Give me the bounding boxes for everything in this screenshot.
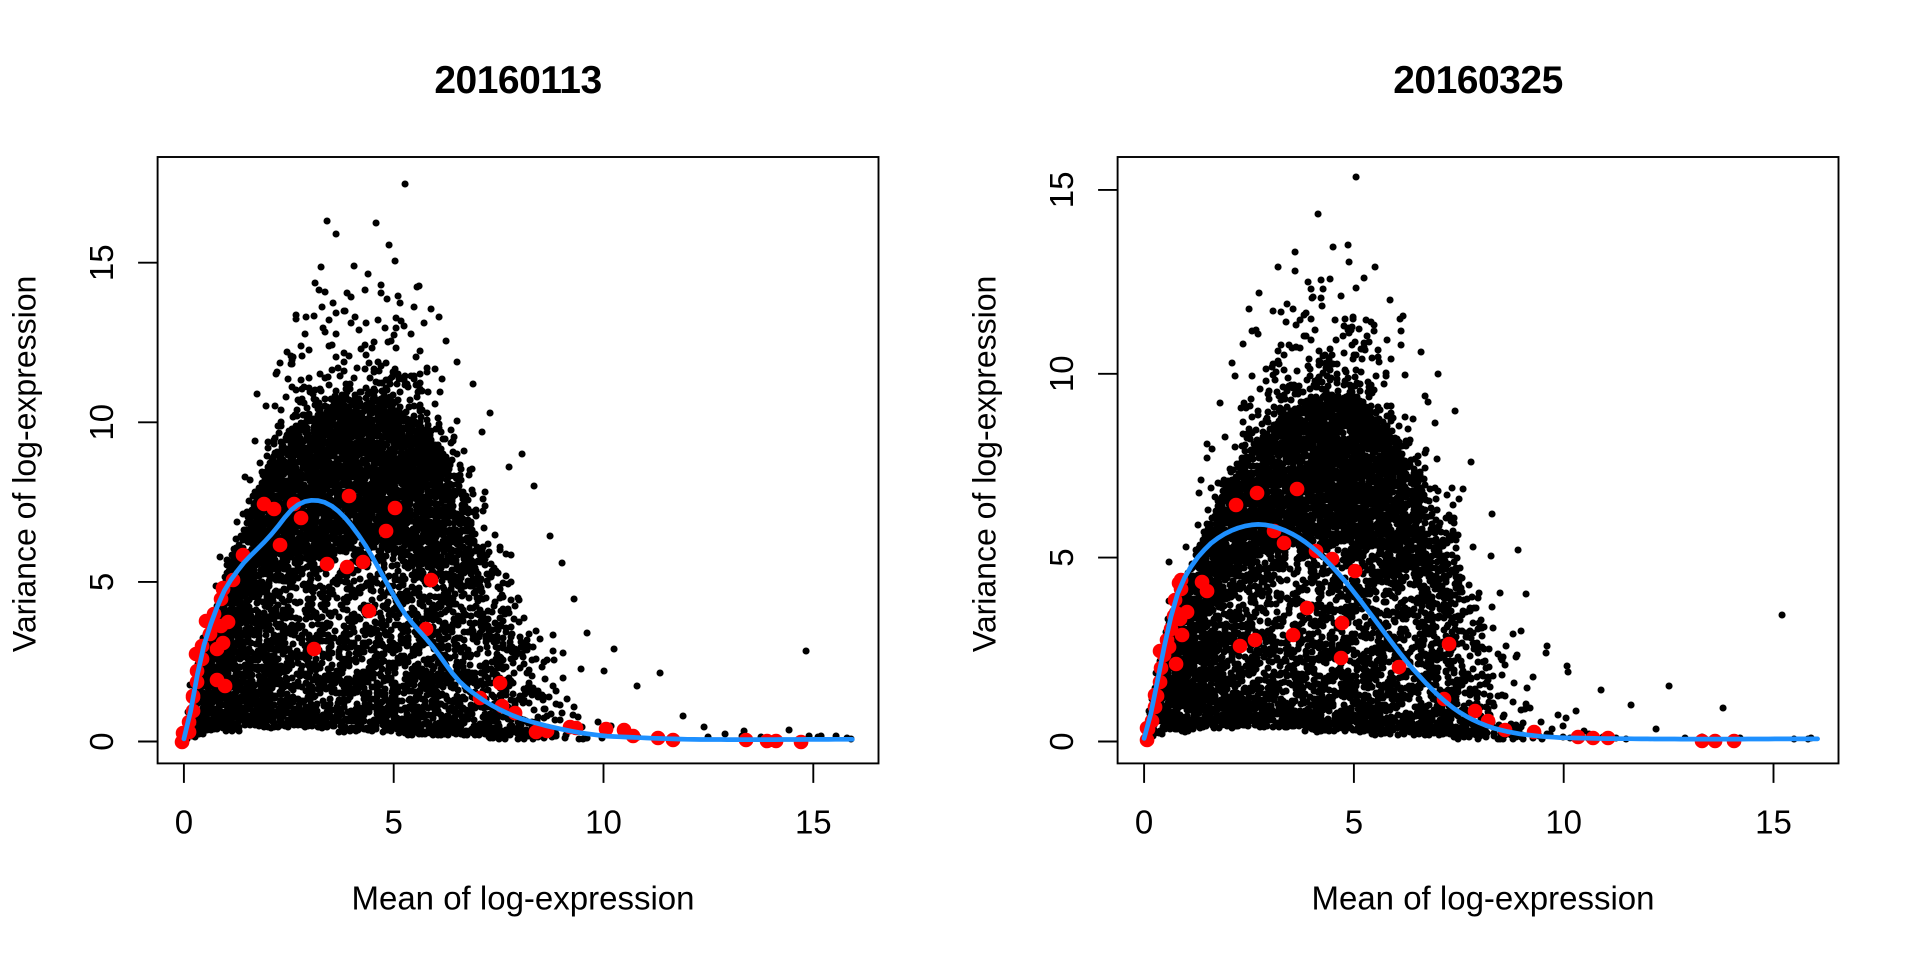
svg-text:0: 0 xyxy=(83,732,120,750)
svg-text:15: 15 xyxy=(1043,172,1080,209)
svg-text:Variance of log-expression: Variance of log-expression xyxy=(7,276,43,653)
svg-text:5: 5 xyxy=(1345,804,1363,841)
svg-text:10: 10 xyxy=(83,404,120,441)
svg-text:15: 15 xyxy=(1755,804,1792,841)
svg-text:Variance of log-expression: Variance of log-expression xyxy=(967,276,1003,653)
svg-text:5: 5 xyxy=(1043,548,1080,566)
svg-text:10: 10 xyxy=(1043,355,1080,392)
svg-text:15: 15 xyxy=(795,804,832,841)
svg-text:5: 5 xyxy=(83,573,120,591)
svg-text:20160325: 20160325 xyxy=(1393,59,1563,102)
svg-text:5: 5 xyxy=(385,804,403,841)
svg-text:15: 15 xyxy=(83,244,120,281)
svg-text:10: 10 xyxy=(585,804,622,841)
svg-text:Mean of log-expression: Mean of log-expression xyxy=(1311,880,1654,917)
svg-text:20160113: 20160113 xyxy=(434,59,601,102)
svg-text:0: 0 xyxy=(1135,804,1153,841)
svg-text:0: 0 xyxy=(175,804,193,841)
svg-text:10: 10 xyxy=(1545,804,1582,841)
svg-text:Mean of log-expression: Mean of log-expression xyxy=(351,880,694,917)
svg-text:0: 0 xyxy=(1043,732,1080,750)
